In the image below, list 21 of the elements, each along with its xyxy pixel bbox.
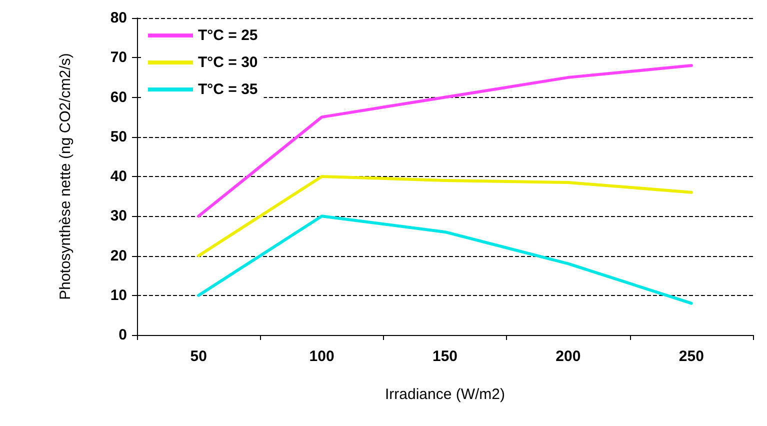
- y-tick-label: 70: [110, 49, 127, 66]
- y-tick-label: 0: [118, 326, 127, 344]
- line-series: [197, 214, 693, 305]
- y-tick-label: 80: [110, 10, 127, 26]
- x-tick-label: 100: [309, 348, 334, 365]
- y-tick-label: 60: [110, 88, 127, 106]
- y-axis-title: Photosynthèse nette (ng CO2/cm2/s): [57, 53, 74, 300]
- legend-label: T°C = 35: [198, 81, 258, 98]
- line-series: [197, 175, 693, 258]
- x-tick-label: 50: [190, 348, 207, 365]
- legend-label: T°C = 30: [198, 54, 258, 71]
- y-tick-label: 20: [110, 247, 127, 264]
- y-tick-label: 10: [110, 286, 127, 304]
- y-tick-label: 30: [110, 208, 127, 225]
- y-tick-label: 40: [110, 168, 127, 185]
- legend-label: T°C = 25: [198, 27, 258, 44]
- x-tick-label: 250: [678, 348, 704, 365]
- x-tick-label: 200: [556, 348, 581, 365]
- x-axis-title: Irradiance (W/m2): [384, 386, 506, 403]
- x-tick-label: 150: [432, 348, 458, 365]
- y-tick-label: 50: [110, 128, 127, 146]
